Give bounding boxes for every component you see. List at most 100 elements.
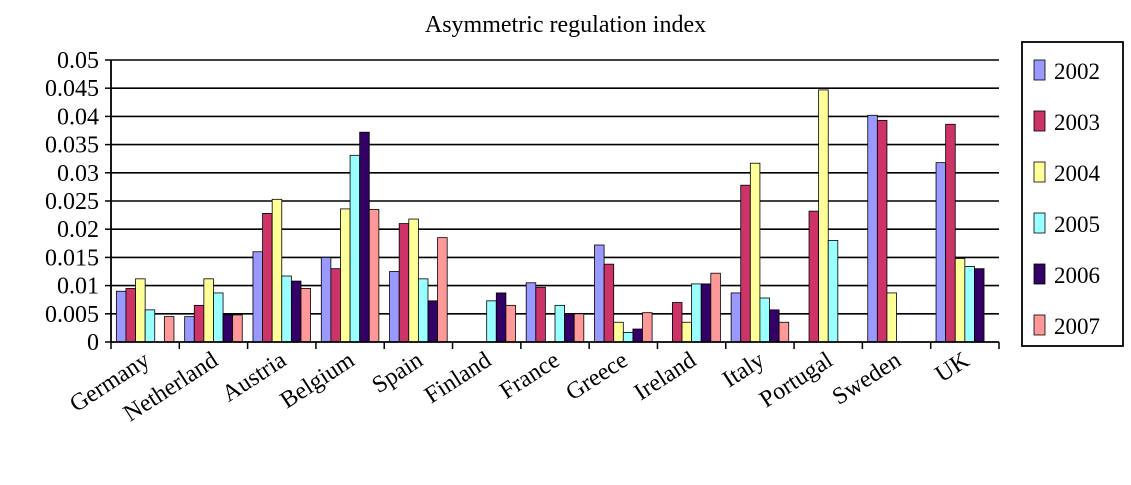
bar (730, 292, 742, 343)
bar (252, 251, 263, 343)
y-tick-label: 0.015 (45, 245, 99, 271)
legend-label: 2002 (1054, 59, 1100, 84)
bar (349, 154, 361, 343)
bar (359, 131, 370, 343)
bar (389, 271, 400, 343)
x-tick-label: Spain (368, 347, 428, 399)
bar (203, 278, 214, 343)
y-tick-label: 0.035 (45, 133, 99, 159)
bar (613, 321, 624, 343)
bar (135, 278, 146, 343)
x-tick-label: France (495, 347, 564, 404)
x-tick-label: Ireland (630, 347, 701, 406)
bar (954, 258, 966, 343)
bar (271, 198, 283, 343)
bar (125, 288, 136, 343)
bar (213, 292, 224, 343)
legend-swatch (1033, 263, 1046, 285)
bar (632, 328, 643, 343)
bar (867, 114, 878, 343)
y-tick-label: 0.01 (57, 274, 99, 300)
x-tick-label: Belgium (276, 347, 360, 414)
bar (642, 312, 653, 343)
bar (184, 316, 195, 343)
legend-label: 2005 (1054, 212, 1100, 237)
bar (340, 208, 351, 343)
y-tick-label: 0.005 (45, 302, 99, 328)
legend-swatch (1033, 110, 1046, 132)
y-tick-label: 0 (87, 330, 99, 356)
bar (681, 321, 693, 343)
bar (710, 272, 721, 343)
bar (427, 300, 438, 343)
bar (818, 89, 829, 343)
bar (808, 210, 820, 343)
y-tick-label: 0.04 (57, 104, 99, 130)
bar (320, 256, 332, 343)
bar (945, 123, 956, 343)
bar (778, 321, 790, 343)
x-tick-label: Greece (561, 347, 632, 406)
legend-label: 2006 (1054, 263, 1100, 288)
legend-box (1021, 41, 1124, 347)
bar (564, 313, 575, 343)
y-tick-label: 0.02 (57, 217, 99, 243)
bar (505, 304, 516, 343)
legend-label: 2007 (1054, 314, 1100, 339)
x-tick-label: Sweden (828, 347, 906, 410)
bar (222, 314, 234, 343)
bar (144, 309, 156, 343)
bars (115, 89, 985, 343)
y-axis-ticks: 00.0050.010.0150.020.0250.030.0350.040.0… (45, 48, 99, 356)
bar (437, 237, 448, 343)
bar (398, 223, 410, 343)
bar (535, 286, 546, 343)
bar (408, 218, 419, 343)
bar (193, 304, 205, 343)
bar (163, 316, 175, 343)
legend: 2002 2003 2004 2005 2006 2007 (1021, 41, 1124, 347)
x-tick-label: Italy (718, 347, 769, 393)
x-tick-label: Finland (420, 347, 496, 409)
bar (330, 268, 341, 343)
bar (417, 278, 429, 343)
bar (827, 240, 839, 343)
x-tick-label: UK (931, 347, 975, 388)
bar (769, 309, 780, 343)
bar (603, 263, 615, 343)
bar (232, 314, 243, 343)
bar (700, 283, 712, 343)
y-tick-label: 0.025 (45, 189, 99, 215)
bar (573, 313, 585, 343)
bar (554, 304, 566, 343)
gridlines (111, 59, 999, 315)
series-2006 (222, 131, 985, 343)
series-2004 (135, 89, 966, 343)
bar (749, 162, 761, 343)
bar (935, 162, 947, 343)
bar (300, 288, 311, 343)
bar (495, 292, 507, 343)
bar (886, 292, 897, 343)
legend-swatch (1033, 212, 1046, 234)
legend-label: 2004 (1054, 161, 1101, 186)
bar (622, 332, 634, 343)
bar (974, 268, 985, 343)
y-tick-label: 0.045 (45, 76, 99, 102)
bar (740, 184, 751, 343)
bar (368, 209, 380, 343)
bar (876, 119, 888, 343)
legend-swatch (1033, 59, 1046, 81)
y-tick-label: 0.05 (57, 48, 99, 74)
bar (290, 280, 302, 343)
chart-title: Asymmetric regulation index (424, 12, 707, 38)
y-tick-label: 0.03 (57, 161, 99, 187)
bar (486, 300, 497, 343)
legend-label: 2003 (1054, 110, 1100, 135)
bar (281, 275, 292, 343)
legend-swatch (1033, 161, 1046, 183)
bar (594, 244, 605, 343)
x-tick-label: Portugal (755, 347, 838, 413)
